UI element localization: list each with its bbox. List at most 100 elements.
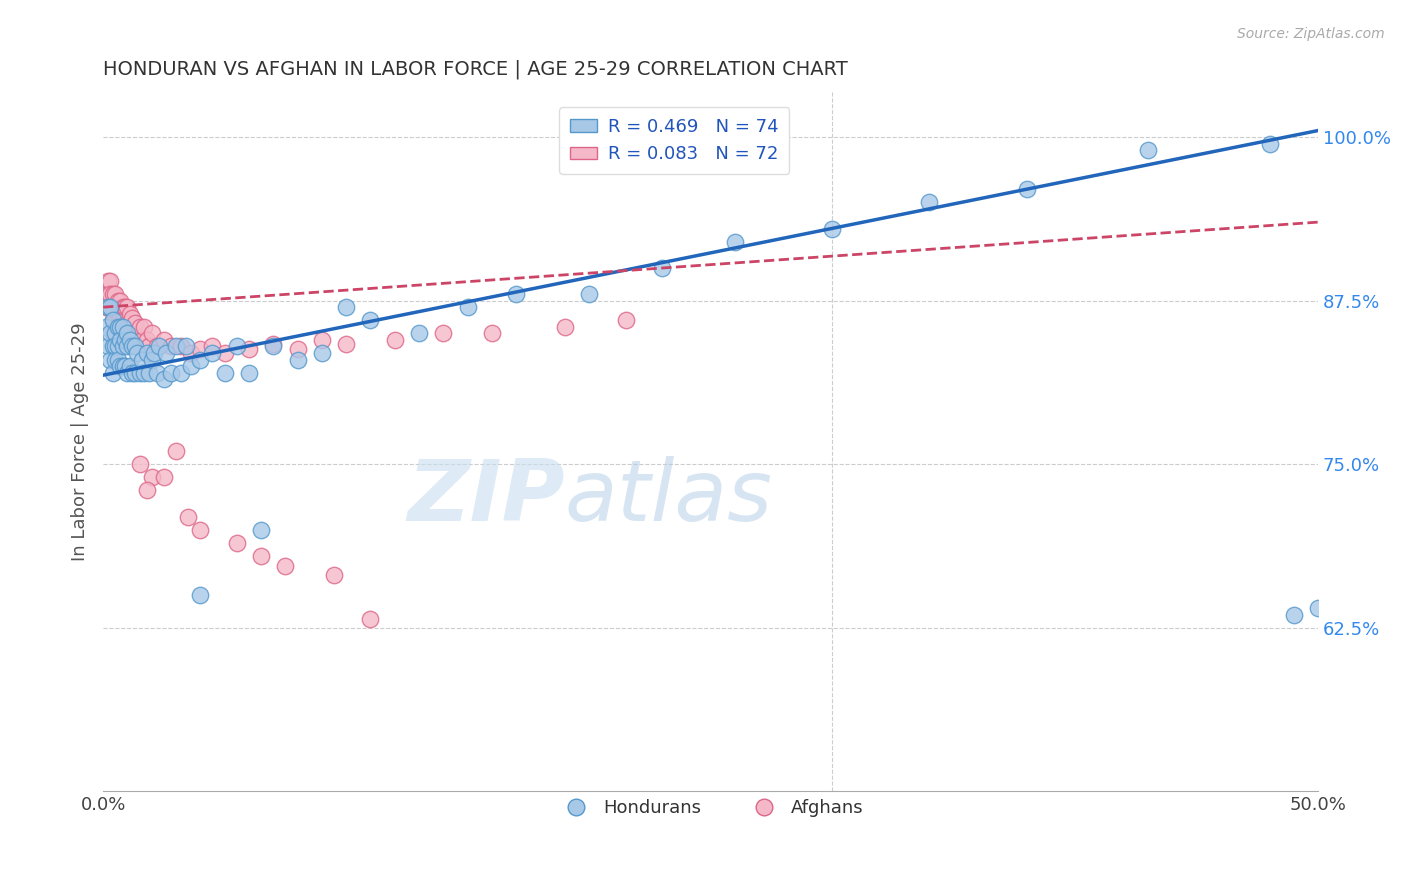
Point [359, 611, 381, 625]
Point [918, 195, 941, 210]
Point [101, 313, 124, 327]
Point [104, 326, 127, 341]
Point [148, 339, 170, 353]
Point [100, 326, 122, 341]
Point [141, 470, 163, 484]
Point [121, 310, 143, 325]
Point [188, 523, 211, 537]
Point [131, 352, 153, 367]
Point [180, 359, 202, 373]
Point [101, 366, 124, 380]
Point [165, 339, 187, 353]
Point [160, 339, 183, 353]
Point [1137, 143, 1160, 157]
Point [121, 339, 143, 353]
Y-axis label: In Labor Force | Age 25-29: In Labor Force | Age 25-29 [72, 322, 89, 560]
Point [117, 366, 139, 380]
Point [153, 333, 176, 347]
Point [101, 326, 124, 341]
Point [170, 366, 193, 380]
Point [127, 346, 149, 360]
Point [124, 339, 146, 353]
Point [1308, 601, 1330, 615]
Point [104, 326, 127, 341]
Point [100, 287, 122, 301]
Point [359, 313, 381, 327]
Point [153, 470, 176, 484]
Point [262, 336, 284, 351]
Point [160, 366, 183, 380]
Point [1015, 182, 1038, 196]
Point [121, 329, 143, 343]
Point [111, 300, 134, 314]
Point [118, 333, 141, 347]
Text: Source: ZipAtlas.com: Source: ZipAtlas.com [1237, 27, 1385, 41]
Point [101, 339, 124, 353]
Point [118, 359, 141, 373]
Point [104, 300, 127, 314]
Point [238, 366, 260, 380]
Point [127, 329, 149, 343]
Point [1258, 136, 1281, 151]
Point [262, 339, 284, 353]
Point [134, 319, 156, 334]
Point [107, 319, 129, 334]
Point [614, 313, 637, 327]
Point [214, 366, 236, 380]
Point [128, 457, 150, 471]
Point [108, 293, 131, 308]
Point [100, 300, 122, 314]
Point [124, 366, 146, 380]
Point [138, 339, 160, 353]
Point [323, 568, 346, 582]
Text: ZIP: ZIP [408, 456, 565, 539]
Point [135, 483, 157, 498]
Point [100, 274, 122, 288]
Point [117, 316, 139, 330]
Point [225, 339, 247, 353]
Point [155, 346, 177, 360]
Point [108, 333, 131, 347]
Point [111, 339, 134, 353]
Point [134, 366, 156, 380]
Point [114, 300, 136, 314]
Point [118, 307, 141, 321]
Point [143, 346, 166, 360]
Point [111, 359, 134, 373]
Point [107, 307, 129, 321]
Point [145, 339, 167, 353]
Point [97, 274, 120, 288]
Point [1282, 607, 1305, 622]
Point [117, 339, 139, 353]
Point [578, 287, 600, 301]
Point [225, 535, 247, 549]
Text: atlas: atlas [565, 456, 773, 539]
Point [141, 326, 163, 341]
Legend: Hondurans, Afghans: Hondurans, Afghans [550, 792, 870, 824]
Point [188, 342, 211, 356]
Point [100, 300, 122, 314]
Point [107, 293, 129, 308]
Point [114, 319, 136, 334]
Point [311, 333, 333, 347]
Point [505, 287, 527, 301]
Point [821, 221, 844, 235]
Point [97, 287, 120, 301]
Point [188, 588, 211, 602]
Point [311, 346, 333, 360]
Point [108, 319, 131, 334]
Point [250, 523, 273, 537]
Point [111, 319, 134, 334]
Point [135, 333, 157, 347]
Point [135, 346, 157, 360]
Point [114, 333, 136, 347]
Point [138, 366, 160, 380]
Point [101, 300, 124, 314]
Point [108, 307, 131, 321]
Point [118, 326, 141, 341]
Point [432, 326, 454, 341]
Point [117, 300, 139, 314]
Point [107, 352, 129, 367]
Point [107, 319, 129, 334]
Point [170, 339, 193, 353]
